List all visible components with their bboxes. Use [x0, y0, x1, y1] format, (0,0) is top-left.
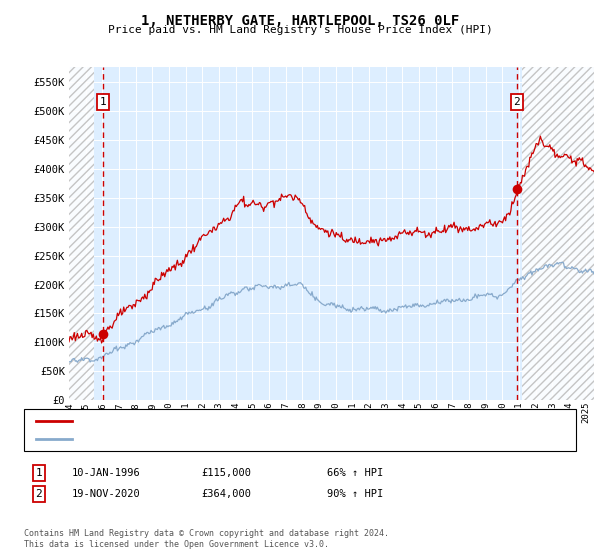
- Text: HPI: Average price, detached house, Hartlepool: HPI: Average price, detached house, Hart…: [78, 434, 348, 444]
- Text: 90% ↑ HPI: 90% ↑ HPI: [327, 489, 383, 499]
- Bar: [69, 67, 94, 400]
- Text: 1, NETHERBY GATE, HARTLEPOOL, TS26 0LF (detached house): 1, NETHERBY GATE, HARTLEPOOL, TS26 0LF (…: [78, 416, 401, 426]
- Text: 1, NETHERBY GATE, HARTLEPOOL, TS26 0LF: 1, NETHERBY GATE, HARTLEPOOL, TS26 0LF: [141, 14, 459, 28]
- Bar: [523, 67, 594, 400]
- Text: Contains HM Land Registry data © Crown copyright and database right 2024.
This d: Contains HM Land Registry data © Crown c…: [24, 529, 389, 549]
- Text: £115,000: £115,000: [201, 468, 251, 478]
- Text: Price paid vs. HM Land Registry's House Price Index (HPI): Price paid vs. HM Land Registry's House …: [107, 25, 493, 35]
- Text: 1: 1: [100, 97, 106, 107]
- Text: 2: 2: [35, 489, 43, 499]
- Text: 2: 2: [514, 97, 520, 107]
- Text: 1: 1: [35, 468, 43, 478]
- Text: 19-NOV-2020: 19-NOV-2020: [72, 489, 141, 499]
- Text: £364,000: £364,000: [201, 489, 251, 499]
- Text: 66% ↑ HPI: 66% ↑ HPI: [327, 468, 383, 478]
- Text: 10-JAN-1996: 10-JAN-1996: [72, 468, 141, 478]
